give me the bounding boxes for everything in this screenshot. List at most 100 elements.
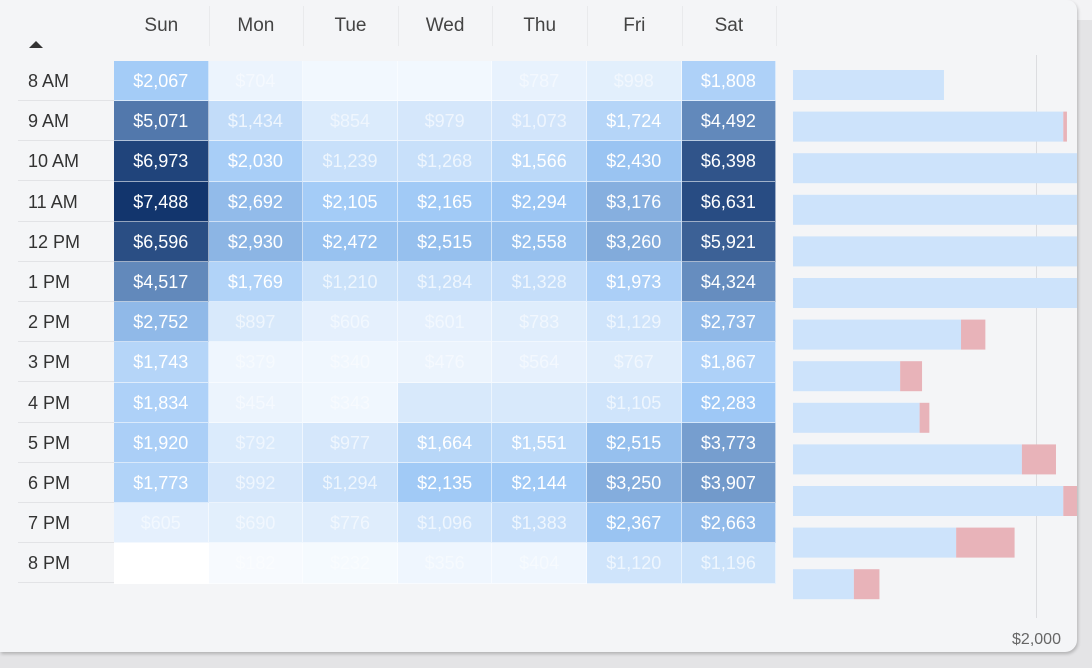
heatmap-cell[interactable]: $1,808 [681, 61, 777, 102]
bar-blue[interactable] [793, 486, 1064, 516]
heatmap-cell[interactable]: $3,260 [587, 221, 682, 262]
heatmap-cell[interactable] [397, 382, 493, 423]
heatmap-cell[interactable]: $1,743 [114, 342, 209, 383]
column-header-sat[interactable]: Sat [682, 6, 778, 46]
heatmap-cell[interactable]: $792 [208, 422, 304, 463]
heatmap-cell[interactable] [303, 61, 398, 102]
heatmap-cell[interactable]: $1,268 [397, 141, 493, 182]
heatmap-cell[interactable]: $2,105 [303, 181, 398, 222]
heatmap-cell[interactable]: $1,294 [303, 463, 398, 504]
heatmap-cell[interactable]: $1,096 [397, 503, 493, 544]
heatmap-cell[interactable]: $897 [208, 302, 304, 343]
heatmap-cell[interactable]: $5,921 [681, 221, 777, 262]
heatmap-cell[interactable]: $3,907 [681, 463, 777, 504]
heatmap-cell[interactable]: $404 [492, 543, 587, 584]
heatmap-cell[interactable]: $2,030 [208, 141, 304, 182]
heatmap-cell[interactable]: $2,515 [397, 221, 493, 262]
bar-red[interactable] [900, 361, 923, 392]
heatmap-cell[interactable]: $1,434 [208, 101, 304, 142]
heatmap-cell[interactable]: $992 [208, 463, 304, 504]
bar-blue[interactable] [793, 527, 957, 558]
heatmap-cell[interactable]: $182 [208, 543, 304, 584]
heatmap-cell[interactable]: $1,664 [397, 422, 493, 463]
heatmap-cell[interactable]: $476 [397, 342, 493, 383]
heatmap-cell[interactable]: $690 [208, 503, 304, 544]
heatmap-cell[interactable]: $606 [303, 302, 398, 343]
heatmap-cell[interactable]: $1,724 [587, 101, 682, 142]
heatmap-cell[interactable]: $6,631 [681, 181, 777, 222]
heatmap-cell[interactable]: $1,867 [681, 342, 777, 383]
heatmap-cell[interactable]: $1,210 [303, 262, 398, 303]
heatmap-cell[interactable]: $776 [303, 503, 398, 544]
heatmap-cell[interactable]: $4,517 [114, 262, 209, 303]
sort-ascending-icon[interactable] [29, 41, 43, 48]
bar-blue[interactable] [793, 444, 1022, 475]
column-header-sun[interactable]: Sun [114, 6, 210, 46]
heatmap-cell[interactable]: $340 [303, 342, 398, 383]
column-header-fri[interactable]: Fri [587, 6, 683, 46]
column-header-tue[interactable]: Tue [303, 6, 399, 46]
heatmap-cell[interactable]: $454 [208, 382, 304, 423]
heatmap-cell[interactable]: $977 [303, 422, 398, 463]
heatmap-cell[interactable]: $7,488 [114, 181, 209, 222]
heatmap-cell[interactable]: $2,067 [114, 61, 209, 102]
heatmap-cell[interactable]: $6,398 [681, 141, 777, 182]
heatmap-cell[interactable]: $1,120 [587, 543, 682, 584]
heatmap-cell[interactable]: $2,367 [587, 503, 682, 544]
bar-blue[interactable] [793, 569, 854, 600]
heatmap-cell[interactable]: $1,566 [492, 141, 587, 182]
heatmap-cell[interactable]: $787 [492, 61, 587, 102]
bar-red[interactable] [956, 527, 1015, 558]
bar-red[interactable] [919, 402, 930, 433]
bar-blue[interactable] [793, 194, 1077, 225]
bar-blue[interactable] [793, 236, 1077, 267]
bar-blue[interactable] [793, 402, 920, 433]
bar-red[interactable] [853, 569, 880, 600]
heatmap-cell[interactable]: $1,328 [492, 262, 587, 303]
column-header-wed[interactable]: Wed [398, 6, 494, 46]
heatmap-cell[interactable]: $767 [587, 342, 682, 383]
heatmap-cell[interactable]: $1,196 [681, 543, 777, 584]
heatmap-cell[interactable]: $2,135 [397, 463, 493, 504]
heatmap-cell[interactable]: $2,558 [492, 221, 587, 262]
heatmap-cell[interactable]: $601 [397, 302, 493, 343]
heatmap-cell[interactable]: $1,383 [492, 503, 587, 544]
heatmap-cell[interactable]: $3,176 [587, 181, 682, 222]
bar-blue[interactable] [793, 111, 1064, 142]
heatmap-cell[interactable]: $1,129 [587, 302, 682, 343]
bar-red[interactable] [1021, 444, 1056, 475]
heatmap-cell[interactable]: $1,105 [587, 382, 682, 423]
heatmap-cell[interactable]: $998 [587, 61, 682, 102]
heatmap-cell[interactable]: $4,492 [681, 101, 777, 142]
heatmap-cell[interactable]: $2,294 [492, 181, 587, 222]
heatmap-cell[interactable]: $1,773 [114, 463, 209, 504]
heatmap-cell[interactable]: $2,930 [208, 221, 304, 262]
heatmap-cell[interactable]: $979 [397, 101, 493, 142]
heatmap-cell[interactable]: $1,239 [303, 141, 398, 182]
bar-red[interactable] [1063, 486, 1077, 516]
column-header-mon[interactable]: Mon [209, 6, 305, 46]
heatmap-cell[interactable]: $605 [114, 503, 209, 544]
heatmap-cell[interactable]: $1,769 [208, 262, 304, 303]
heatmap-cell[interactable]: $1,073 [492, 101, 587, 142]
heatmap-cell[interactable]: $2,737 [681, 302, 777, 343]
heatmap-cell[interactable]: $2,663 [681, 503, 777, 544]
heatmap-cell[interactable]: $343 [303, 382, 398, 423]
heatmap-cell[interactable]: $2,430 [587, 141, 682, 182]
heatmap-cell[interactable]: $232 [303, 543, 398, 584]
heatmap-cell[interactable]: $783 [492, 302, 587, 343]
heatmap-cell[interactable]: $2,144 [492, 463, 587, 504]
bar-blue[interactable] [793, 278, 1077, 308]
heatmap-cell[interactable]: $1,551 [492, 422, 587, 463]
heatmap-cell[interactable]: $2,283 [681, 382, 777, 423]
heatmap-cell[interactable]: $5,071 [114, 101, 209, 142]
heatmap-cell[interactable]: $6,973 [114, 141, 209, 182]
heatmap-cell[interactable]: $854 [303, 101, 398, 142]
heatmap-cell[interactable]: $2,752 [114, 302, 209, 343]
heatmap-cell[interactable]: $379 [208, 342, 304, 383]
heatmap-cell[interactable]: $1,284 [397, 262, 493, 303]
heatmap-cell[interactable]: $3,773 [681, 422, 777, 463]
heatmap-cell[interactable] [397, 61, 493, 102]
bar-blue[interactable] [793, 70, 944, 100]
heatmap-cell[interactable]: $564 [492, 342, 587, 383]
